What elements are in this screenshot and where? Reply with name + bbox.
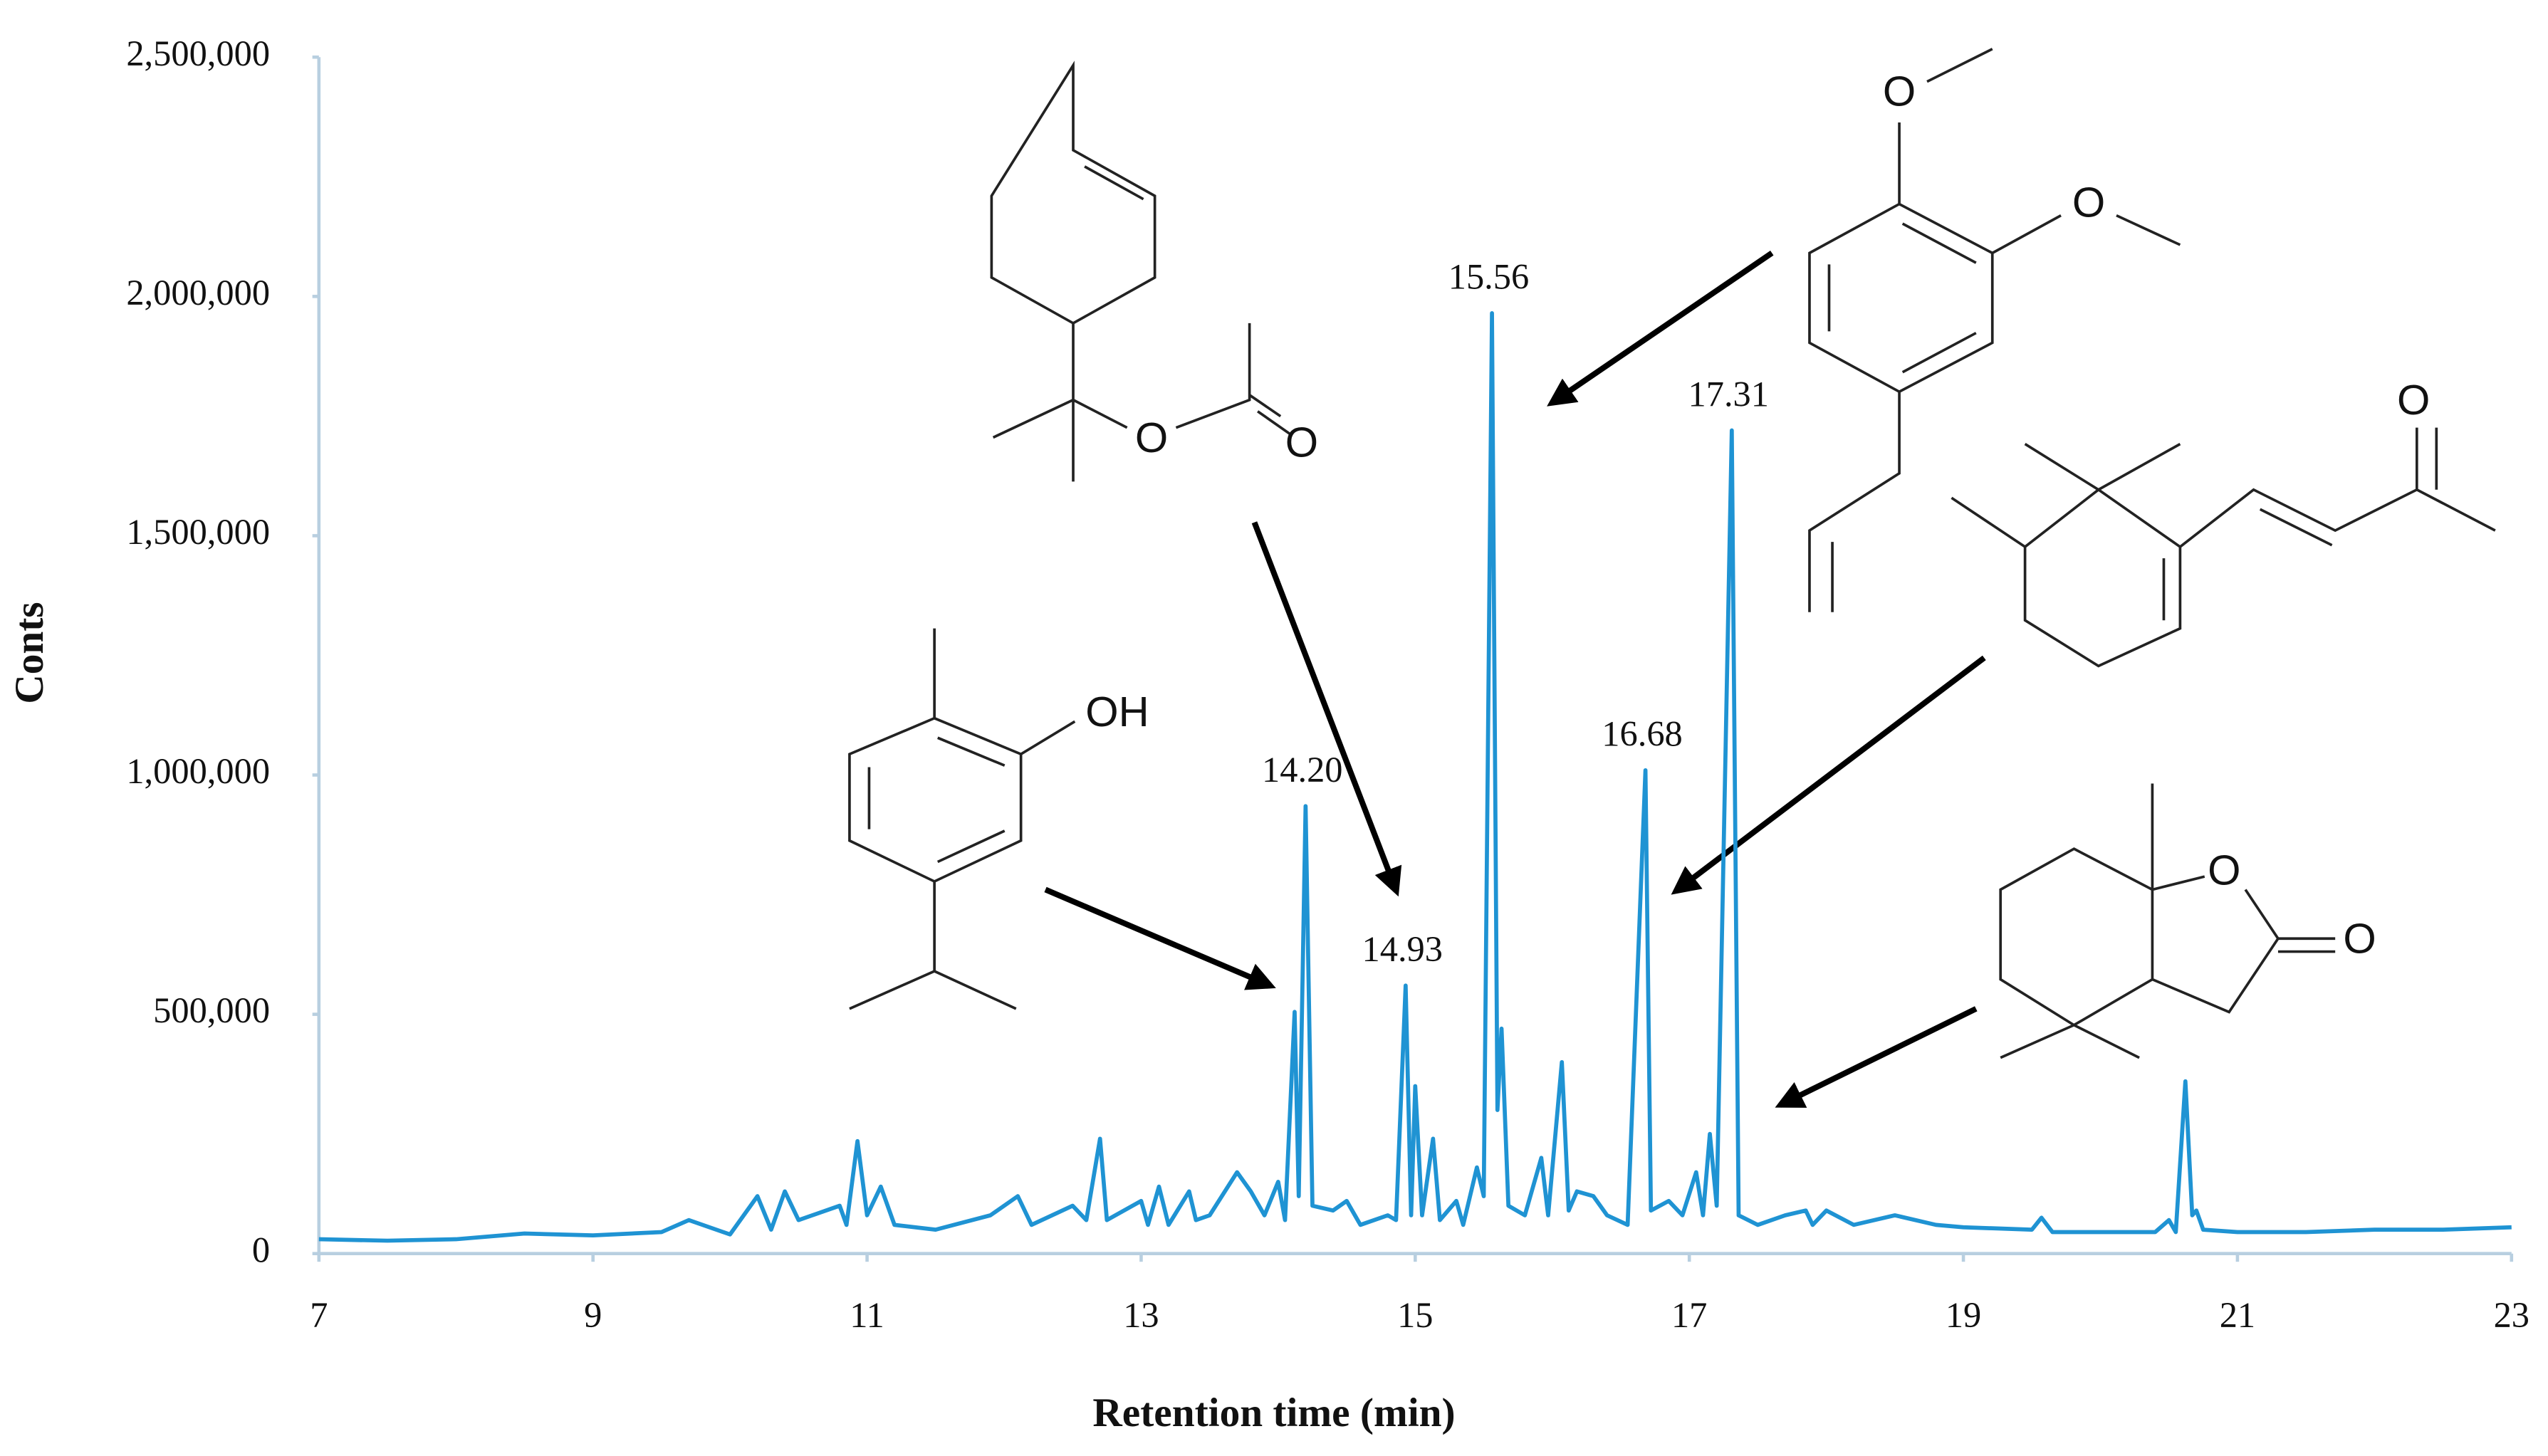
x-axis-label: Retention time (min): [1092, 1390, 1455, 1435]
peak-label: 15.56: [1448, 257, 1529, 297]
x-tick-label: 7: [310, 1295, 328, 1335]
x-tick-label: 11: [850, 1295, 884, 1335]
arrow: [1547, 251, 1774, 407]
y-axis-label: Conts: [7, 602, 52, 703]
atom-label: O: [1285, 419, 1318, 466]
y-tick-label: 1,500,000: [126, 512, 270, 552]
x-tick-label: 17: [1671, 1295, 1707, 1335]
atom-label: O: [2397, 376, 2430, 424]
peak-label: 14.20: [1262, 750, 1342, 790]
x-tick-label: 21: [2220, 1295, 2255, 1335]
atom-label: OH: [1085, 688, 1149, 735]
atom-label: O: [2208, 846, 2240, 894]
atom-label: O: [2072, 179, 2105, 226]
y-tick-label: 0: [252, 1230, 270, 1269]
data-line: [318, 310, 2512, 1243]
structure: [1999, 783, 2336, 1059]
arrows: [1044, 251, 1986, 1108]
atom-label: O: [1883, 68, 1916, 115]
peak-label: 14.93: [1362, 929, 1443, 969]
arrow: [1775, 1006, 1978, 1108]
y-tick-label: 1,000,000: [126, 751, 270, 791]
atom-label: O: [2343, 915, 2376, 963]
structure: [1951, 427, 2496, 668]
structure: [848, 628, 1076, 1010]
x-tick-label: 19: [1946, 1295, 1981, 1335]
peak-label: 16.68: [1602, 714, 1682, 754]
peak-label: 17.31: [1688, 374, 1769, 414]
x-tick-label: 23: [2494, 1295, 2529, 1335]
y-tick-label: 500,000: [153, 990, 270, 1030]
x-tick-label: 13: [1123, 1295, 1159, 1335]
arrow: [1044, 886, 1276, 990]
y-tick-label: 2,000,000: [126, 273, 270, 313]
arrow: [1251, 521, 1402, 897]
x-tick-label: 9: [584, 1295, 602, 1335]
x-tick-label: 15: [1397, 1295, 1433, 1335]
structure: [990, 61, 1291, 482]
atom-label: O: [1135, 414, 1168, 461]
structure: [1808, 48, 2181, 612]
arrow: [1671, 655, 1986, 895]
y-tick-label: 2,500,000: [126, 33, 270, 73]
